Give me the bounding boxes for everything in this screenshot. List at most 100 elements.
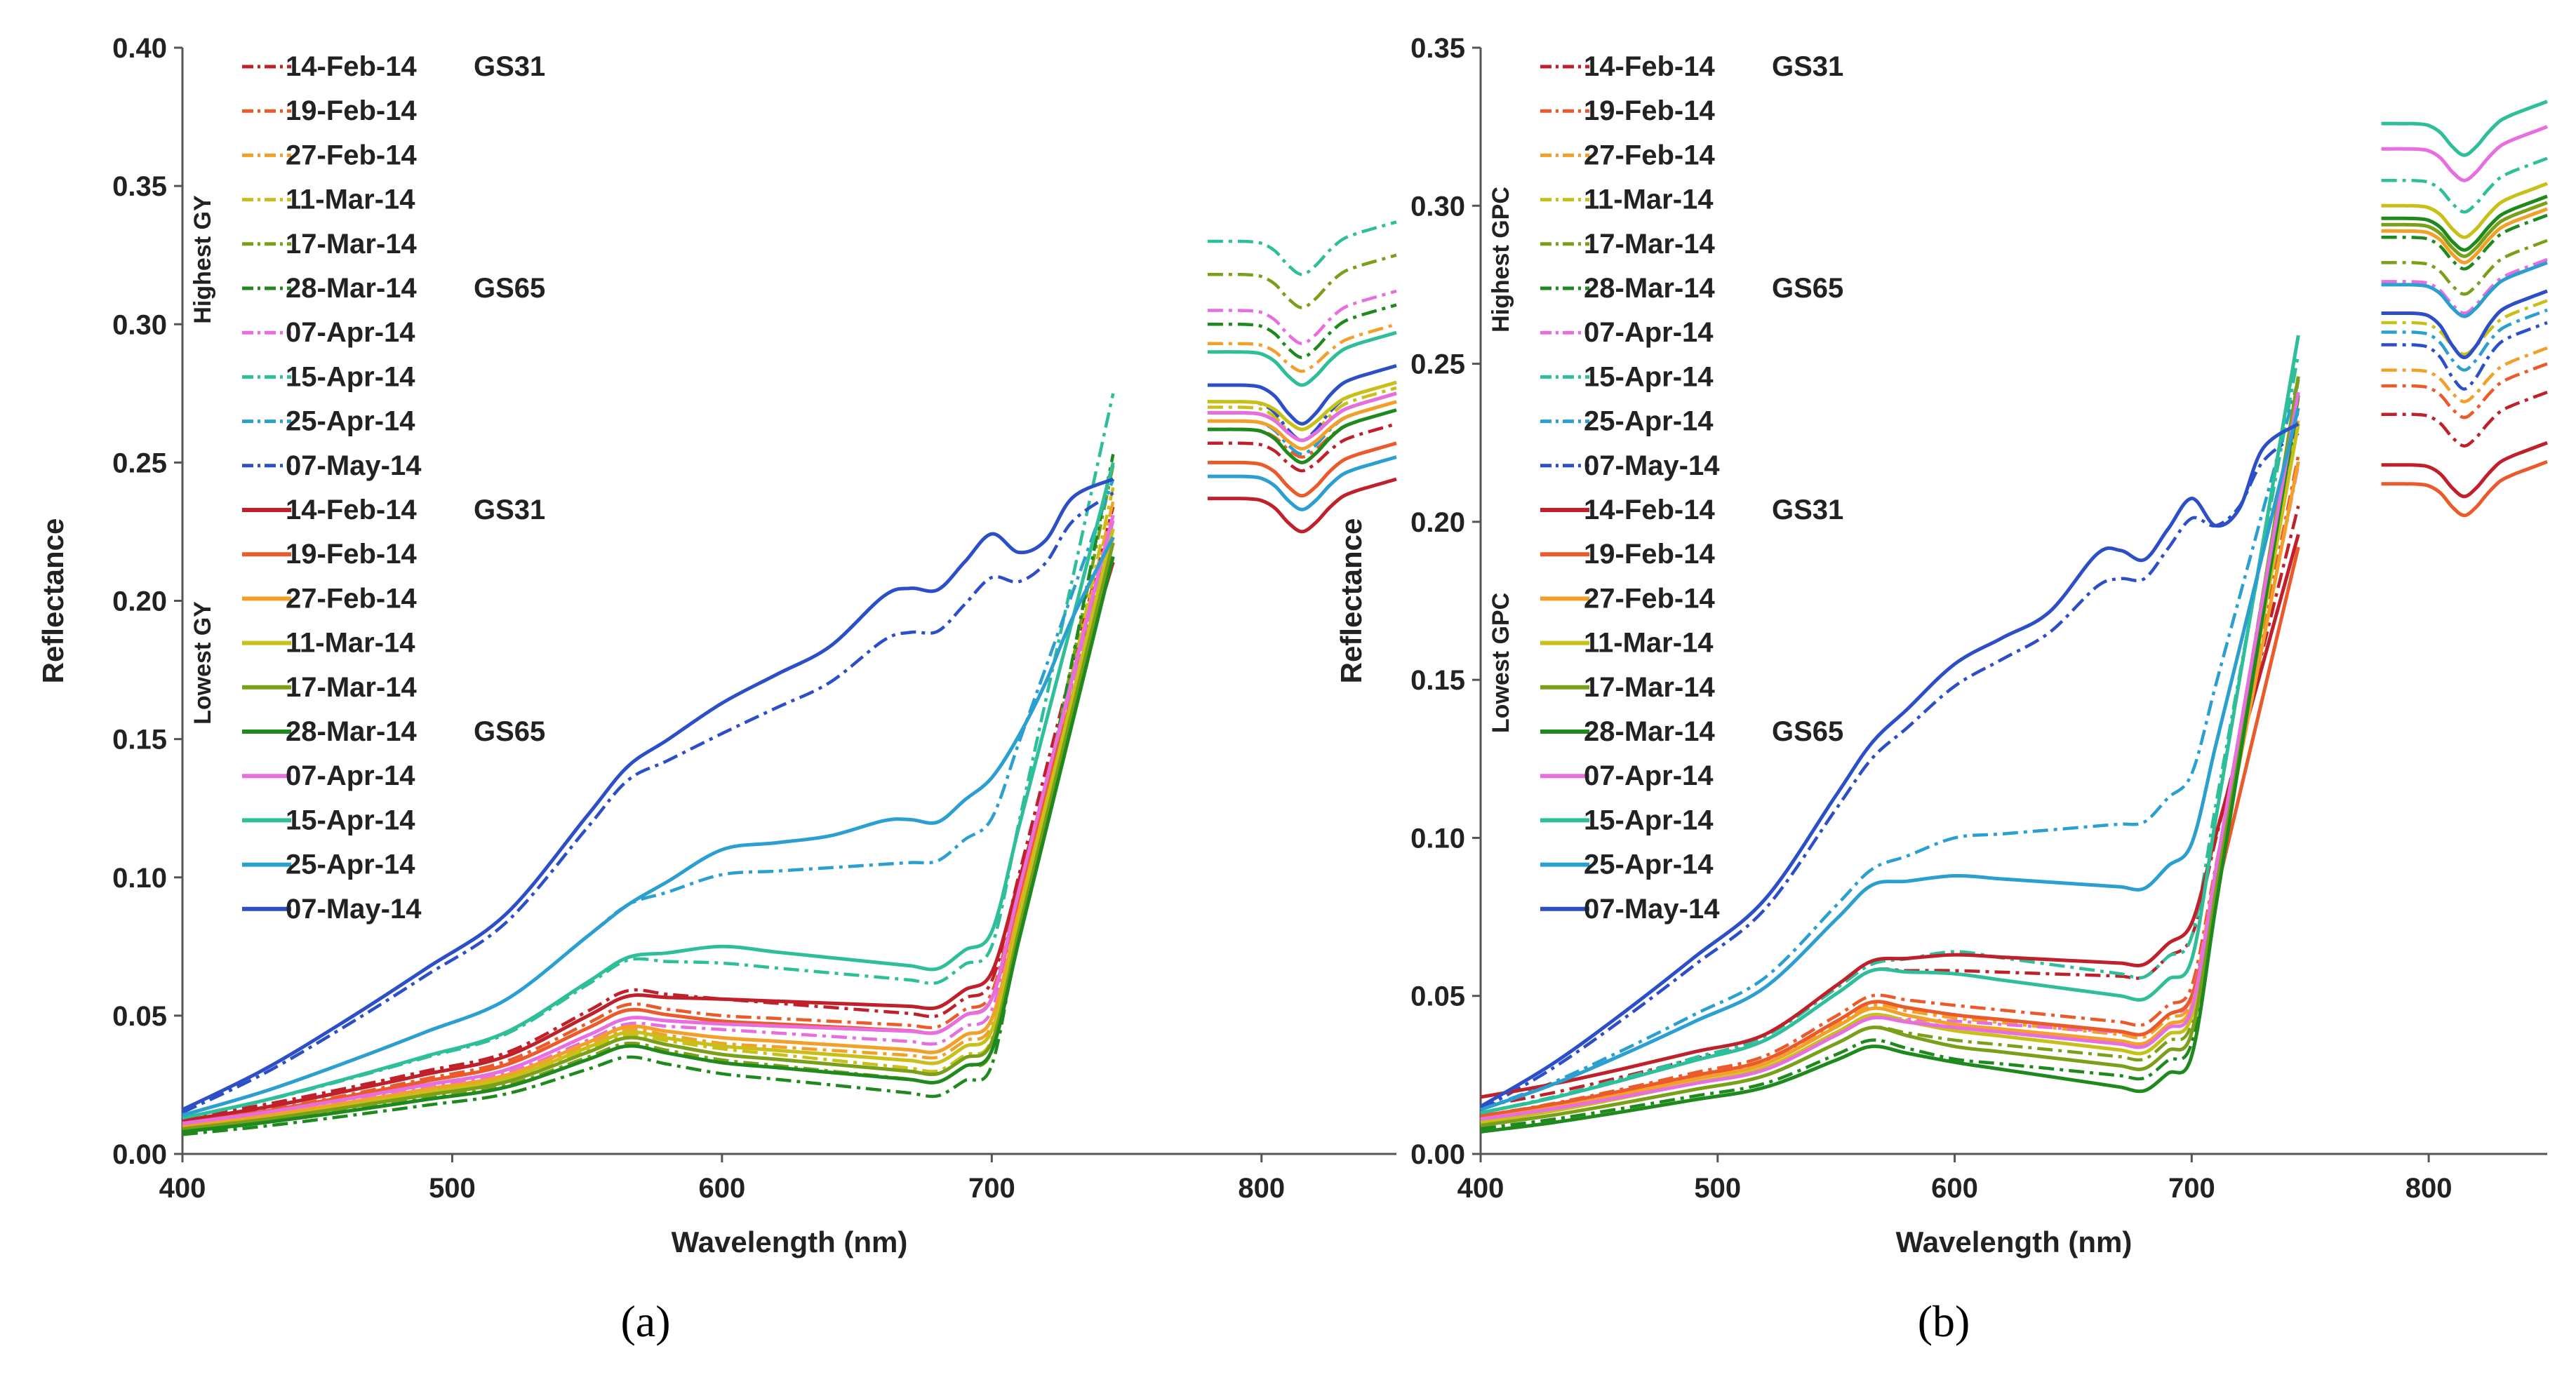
series-line-solid-28-Mar-14 [1480,395,2300,1134]
legend-item: 07-May-14 [1540,894,1720,925]
legend-item: 14-Feb-14 GS31 [242,495,545,525]
series-line-solid-07-May-14 [181,477,1114,1112]
legend-label: 19-Feb-14 [1584,539,1715,570]
legend-item: 14-Feb-14 GS31 [1540,51,1843,82]
x-tick-label: 400 [1457,1173,1504,1204]
y-tick-label: 0.00 [112,1139,167,1170]
legend-label: 11-Mar-14 [286,184,415,215]
legend-label: 27-Feb-14 [286,140,417,170]
legend-note: GS65 [1772,273,1843,304]
series-line-dashed-14-Feb-14 [182,506,1115,1120]
legend-label: 15-Apr-14 [286,805,415,835]
nir-segment-dashed-19-Feb-14 [2381,362,2548,419]
legend-label: 14-Feb-14 [1584,495,1715,525]
x-tick-label: 700 [968,1173,1015,1204]
series-line-solid-15-Apr-14 [1480,335,2300,1115]
series-line-solid-25-Apr-14 [1480,408,2300,1112]
legend-label: 15-Apr-14 [286,361,415,392]
nir-segment-solid-07-Apr-14 [2381,125,2548,182]
group-label-highest: Highest GPC [1488,187,1514,333]
legend-item: 07-May-14 [242,894,422,925]
legend-note: GS31 [1772,51,1843,82]
nir-segment-dashed-27-Feb-14 [2381,346,2548,403]
legend-item: 17-Mar-14 [242,672,418,703]
nir-segment-dashed-07-Apr-14 [2381,257,2548,315]
nir-segment-dashed-11-Mar-14 [2381,299,2548,356]
nir-segment-solid-07-May-14 [1207,363,1397,426]
nir-segment-solid-27-Feb-14 [2381,207,2548,264]
nir-segment-solid-28-Mar-14 [1207,408,1397,464]
group-label-highest: Highest GY [189,195,216,324]
x-tick-label: 800 [2405,1173,2452,1204]
y-tick-label: 0.15 [112,725,167,755]
legend-item: 15-Apr-14 [1540,361,1714,392]
nir-segment-solid-11-Mar-14 [1207,380,1397,431]
y-tick-label: 0.20 [1410,507,1465,538]
nir-segment-dashed-14-Feb-14 [1207,422,1397,473]
legend-label: 07-May-14 [286,450,422,481]
legend-label: 14-Feb-14 [286,51,417,82]
y-tick-label: 0.10 [1410,823,1465,854]
nir-segment-solid-25-Apr-14 [1207,455,1397,511]
nir-segment-solid-15-Apr-14 [1207,330,1397,387]
legend-label: 11-Mar-14 [1584,628,1714,659]
series-line-solid-17-Mar-14 [182,542,1115,1131]
series-line-dashed-19-Feb-14 [182,523,1115,1125]
y-tick-label: 0.30 [112,309,167,340]
nir-segment-solid-07-Apr-14 [1207,391,1397,443]
legend-item: 25-Apr-14 [1540,849,1714,880]
legend-item: 27-Feb-14 [242,583,417,614]
x-tick-label: 400 [159,1173,206,1204]
legend-item: 15-Apr-14 [1540,805,1714,835]
x-tick-label: 500 [429,1173,476,1204]
legend-item: 27-Feb-14 [1540,583,1715,614]
legend-label: 25-Apr-14 [1584,849,1714,880]
legend-item: 19-Feb-14 [242,95,417,126]
nir-segment-dashed-07-May-14 [2381,321,2548,391]
legend-note: GS31 [474,51,545,82]
legend-label: 28-Mar-14 [286,273,418,304]
series-line-solid-11-Mar-14 [182,528,1115,1131]
series-line-dashed-07-May-14 [1479,431,2300,1111]
y-tick-label: 0.40 [112,33,167,64]
y-tick-label: 0.20 [112,586,167,617]
legend-item: 15-Apr-14 [242,361,415,392]
y-tick-label: 0.30 [1410,191,1465,222]
legend-note: GS31 [1772,495,1843,525]
nir-segment-solid-07-May-14 [2381,289,2548,360]
legend-label: 07-May-14 [1584,450,1720,481]
series-line-dashed-07-May-14 [182,491,1114,1114]
nir-segment-dashed-17-Mar-14 [2381,239,2548,296]
legend-label: 14-Feb-14 [286,495,417,525]
legend-item: 19-Feb-14 [242,539,417,570]
y-tick-label: 0.15 [1410,665,1465,696]
legend-label: 27-Feb-14 [1584,583,1715,614]
legend-label: 17-Mar-14 [1584,672,1716,703]
nir-segment-dashed-07-Apr-14 [1207,289,1397,346]
x-tick-label: 700 [2168,1173,2215,1204]
legend-item: 11-Mar-14 [242,628,415,659]
nir-segment-solid-27-Feb-14 [1207,400,1397,451]
legend-note: GS65 [1772,716,1843,747]
legend-label: 28-Mar-14 [286,716,418,747]
legend: 14-Feb-14 GS31 19-Feb-14 27-Feb-14 11-Mar-14… [242,51,545,925]
legend-label: 07-May-14 [1584,894,1720,925]
series-line-solid-07-Apr-14 [182,514,1115,1126]
legend-label: 07-Apr-14 [286,317,415,348]
legend-label: 25-Apr-14 [286,849,415,880]
legend-label: 19-Feb-14 [1584,95,1715,126]
legend-item: 28-Mar-14 GS65 [242,273,545,304]
nir-segment-dashed-28-Mar-14 [2381,213,2548,271]
nir-segment-solid-14-Feb-14 [2381,441,2548,499]
legend-label: 25-Apr-14 [286,406,415,437]
chart-panel-b: 0.00 0.05 0.10 0.15 0.20 0.25 0.30 0.35 400 500 60… [1335,33,2548,1346]
nir-segment-solid-17-Mar-14 [2381,201,2548,258]
series-line-solid-07-Apr-14 [1480,391,2300,1121]
legend-item: 25-Apr-14 [242,849,415,880]
panel-label: (b) [1918,1296,1970,1346]
y-tick-label: 0.00 [1410,1139,1465,1170]
series-line-dashed-25-Apr-14 [1480,379,2300,1112]
legend-label: 17-Mar-14 [1584,229,1716,260]
y-tick-label: 0.35 [1410,33,1465,64]
